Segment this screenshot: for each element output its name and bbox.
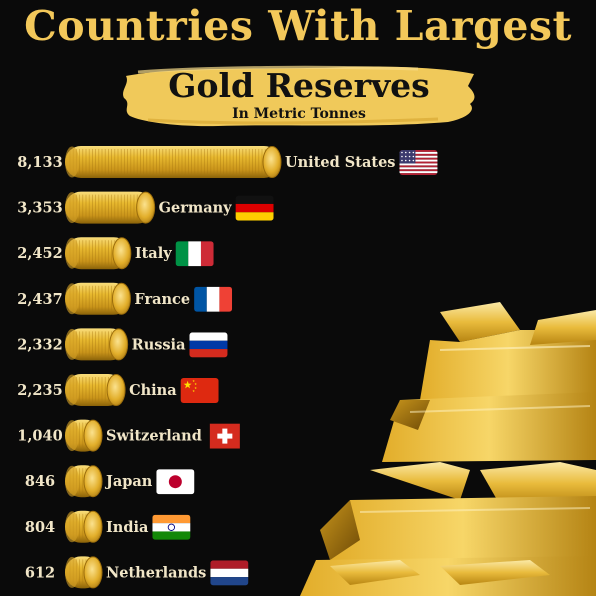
value-label: 804	[25, 519, 55, 536]
country-label: Germany	[159, 200, 233, 217]
value-label: 2,437	[17, 291, 62, 308]
country-label: India	[106, 519, 149, 536]
value-label: 846	[25, 473, 55, 490]
bar-row: 2,332 Russia	[17, 328, 228, 361]
bar-row: 8,133 United States	[17, 146, 438, 178]
chart-subtitle: Gold Reserves	[168, 66, 430, 105]
bar-row: 2,437 France	[17, 282, 233, 315]
country-label: Switzerland	[106, 428, 202, 445]
value-label: 8,133	[17, 154, 62, 171]
russia-flag-icon	[189, 332, 228, 358]
bar-row: 804 India	[25, 510, 191, 543]
value-label: 2,452	[17, 245, 62, 262]
us-flag-icon	[399, 150, 438, 175]
unit-label: In Metric Tonnes	[232, 106, 366, 122]
country-label: China	[129, 382, 177, 399]
country-label: Netherlands	[106, 564, 206, 581]
country-label: Italy	[135, 245, 172, 262]
country-label: Russia	[132, 336, 186, 353]
bar-row: 2,235 China	[17, 374, 219, 406]
italy-flag-icon	[175, 241, 214, 267]
bar-row: 3,353 Germany	[17, 191, 274, 224]
country-label: Japan	[104, 473, 153, 490]
value-label: 612	[25, 564, 55, 581]
value-label: 2,332	[17, 336, 62, 353]
japan-flag-icon	[156, 469, 195, 495]
china-flag-icon	[180, 378, 219, 403]
germany-flag-icon	[235, 195, 274, 221]
country-label: United States	[285, 154, 395, 171]
switzerland-flag-icon	[209, 423, 240, 449]
bar-row: 1,040 Switzerland	[17, 419, 240, 452]
bar-row: 612 Netherlands	[25, 556, 249, 589]
france-flag-icon	[194, 286, 233, 312]
india-flag-icon	[152, 514, 191, 540]
bar-row: 2,452 Italy	[17, 237, 214, 270]
country-label: France	[134, 291, 190, 308]
brush-stroke-banner	[123, 65, 475, 127]
value-label: 3,353	[17, 200, 62, 217]
page-title: Countries With Largest	[24, 2, 572, 50]
bar	[65, 191, 154, 224]
bar-row: 846 Japan	[25, 465, 195, 498]
value-label: 2,235	[17, 382, 62, 399]
value-label: 1,040	[17, 428, 62, 445]
netherlands-flag-icon	[210, 560, 249, 586]
